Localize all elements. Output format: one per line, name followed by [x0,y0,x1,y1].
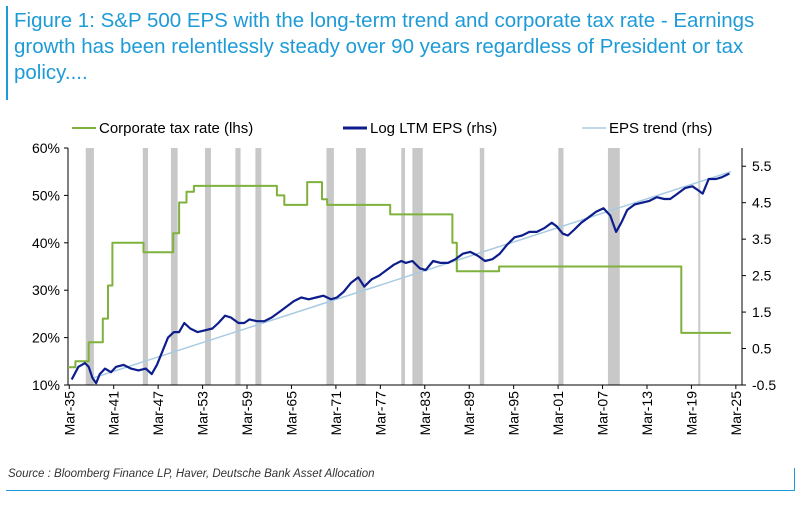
y-left-tick-label: 20% [32,330,60,346]
x-tick-label: Mar-13 [639,391,655,436]
recession-bar-7 [356,148,366,385]
chart-series [68,170,732,385]
figure-title: Figure 1: S&P 500 EPS with the long-term… [14,9,755,84]
eps-line [70,172,730,385]
x-tick-label: Mar-01 [550,391,566,436]
recession-bar-4 [235,148,241,385]
title-accent-bar [6,6,8,100]
y-left-tick-label: 10% [32,377,60,393]
x-tick-label: Mar-65 [283,391,299,436]
legend-label: Log LTM EPS (rhs) [370,120,497,137]
legend-label: EPS trend (rhs) [609,120,712,137]
y-right-tick-label: 1.5 [752,304,772,320]
y-right-tick-label: 5.5 [752,158,772,174]
y-right-tick-label: -0.5 [752,377,776,393]
y-right-tick-label: 3.5 [752,231,772,247]
recession-bar-1 [142,148,148,385]
y-left-tick-label: 50% [32,187,60,203]
x-tick-label: Mar-77 [372,391,388,436]
x-tick-label: Mar-95 [506,391,522,436]
y-right-tick-label: 2.5 [752,268,772,284]
recession-bar-0 [85,148,94,385]
bottom-rule [6,490,795,491]
x-tick-label: Mar-25 [728,391,744,436]
y-right-tick-label: 0.5 [752,341,772,357]
y-right-tick-label: 4.5 [752,195,772,211]
tax-rate-line [68,181,731,369]
x-tick-label: Mar-19 [683,391,699,436]
x-tick-label: Mar-41 [106,391,122,436]
y-left-tick-label: 40% [32,235,60,251]
eps-trend-line [93,170,732,379]
recession-bar-8 [401,148,405,385]
x-tick-label: Mar-35 [61,391,77,436]
recession-bar-2 [170,148,178,385]
x-tick-label: Mar-83 [417,391,433,436]
recession-bar-3 [205,148,211,385]
y-left-tick-label: 30% [32,282,60,298]
legend-label: Corporate tax rate (lhs) [99,120,253,137]
recession-bar-10 [479,148,485,385]
recession-bar-5 [255,148,262,385]
x-tick-label: Mar-47 [150,391,166,436]
chart-legend: Corporate tax rate (lhs) Log LTM EPS (rhs… [72,120,712,137]
right-rule [794,468,795,491]
x-tick-label: Mar-07 [595,391,611,436]
recession-bar-13 [698,148,701,385]
x-tick-label: Mar-53 [195,391,211,436]
x-tick-label: Mar-71 [328,391,344,436]
x-tick-label: Mar-89 [461,391,477,436]
x-tick-label: Mar-59 [239,391,255,436]
source-note: Source : Bloomberg Finance LP, Haver, De… [8,468,375,480]
y-left-tick-label: 60% [32,140,60,156]
chart-axes: 10% 20% 30% 40% 50% 60% -0.5 0.5 1.5 2.5 3.5 4.5 5.5… [32,140,776,435]
recession-bar-6 [326,148,334,385]
